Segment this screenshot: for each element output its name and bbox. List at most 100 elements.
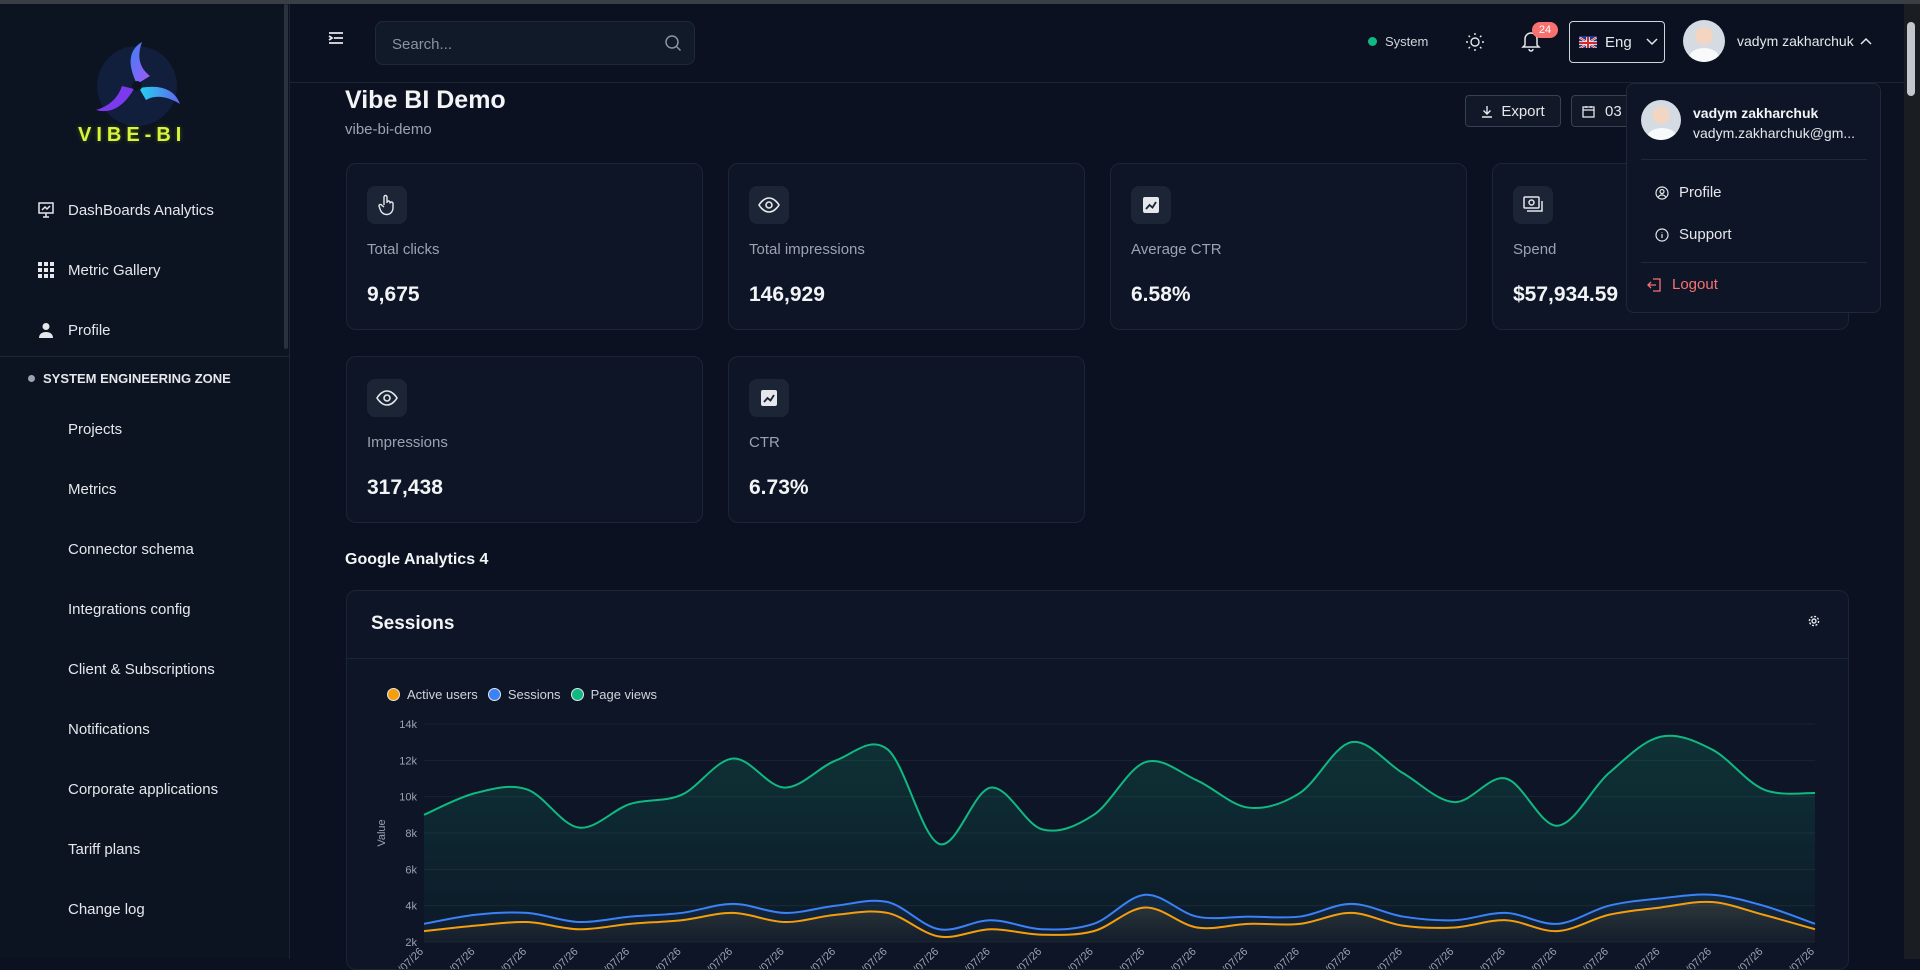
- eye-icon: [367, 379, 407, 417]
- x-tick-label: 04/07/26: [439, 946, 478, 970]
- x-tick-label: 16/07/26: [1057, 946, 1096, 970]
- dropdown-item-label: Profile: [1679, 184, 1722, 201]
- system-status: System: [1368, 34, 1428, 49]
- sidebar-item-label: Metric Gallery: [68, 261, 161, 279]
- x-tick-label: 25/07/26: [1521, 946, 1560, 970]
- notification-count-badge: 24: [1532, 22, 1558, 38]
- metric-card-total-impressions: Total impressions 146,929: [728, 163, 1085, 330]
- date-range-label: 03: [1605, 102, 1622, 120]
- page-scrollbar-thumb[interactable]: [1907, 22, 1915, 96]
- metric-card-total-clicks: Total clicks 9,675: [346, 163, 703, 330]
- x-tick-label: 29/07/26: [1727, 946, 1766, 970]
- sidebar-item-change-log[interactable]: Change log: [68, 901, 145, 918]
- page-scrollbar-track[interactable]: [1904, 4, 1920, 959]
- metric-card-ctr: CTR 6.73%: [728, 356, 1085, 523]
- area-fill-active-users: [424, 901, 1815, 942]
- logout-button[interactable]: Logout: [1647, 276, 1718, 293]
- legend-swatch: [487, 688, 501, 701]
- sidebar-item-corporate-applications[interactable]: Corporate applications: [68, 781, 219, 798]
- series-line-sessions: [423, 893, 1816, 931]
- menu-toggle-icon[interactable]: [328, 30, 344, 46]
- legend-item-page-views[interactable]: Page views: [570, 687, 658, 702]
- sidebar-item-metrics[interactable]: Metrics: [68, 481, 117, 498]
- chart-header-divider: [347, 658, 1848, 659]
- legend-item-sessions[interactable]: Sessions: [487, 687, 561, 702]
- legend-label: Page views: [590, 687, 658, 702]
- dropdown-item-support[interactable]: Support: [1655, 226, 1732, 243]
- sidebar-item-tariff-plans[interactable]: Tariff plans: [68, 841, 141, 858]
- sidebar-divider: [0, 356, 289, 357]
- x-tick-label: 27/07/26: [1624, 946, 1663, 970]
- y-tick-label: 6k: [405, 864, 417, 876]
- x-tick-label: 03/07/26: [387, 946, 426, 970]
- sidebar-item-profile[interactable]: Profile: [36, 310, 111, 350]
- dropdown-item-profile[interactable]: Profile: [1655, 184, 1722, 201]
- page-subtitle: vibe-bi-demo: [345, 121, 432, 138]
- y-tick-label: 2k: [405, 937, 417, 949]
- x-tick-label: 06/07/26: [542, 946, 581, 970]
- date-range-button[interactable]: 03: [1571, 95, 1631, 127]
- x-tick-label: 19/07/26: [1212, 946, 1251, 970]
- section-title: Google Analytics 4: [345, 551, 489, 568]
- zone-title: SYSTEM ENGINEERING ZONE: [43, 371, 231, 386]
- pointer-hand-icon: [367, 186, 407, 224]
- user-dropdown-menu: vadym zakharchuk vadym.zakharchuk@gm... …: [1626, 83, 1881, 313]
- x-tick-label: 24/07/26: [1469, 946, 1508, 970]
- chart-card-title: Sessions: [371, 613, 455, 634]
- x-tick-label: 28/07/26: [1675, 946, 1714, 970]
- sidebar-scrollbar[interactable]: [284, 4, 288, 349]
- metric-value: 6.73%: [749, 476, 809, 499]
- search-icon[interactable]: [664, 34, 682, 52]
- vibe-bi-logo: [96, 42, 180, 126]
- chevron-down-icon: [1646, 38, 1658, 46]
- chevron-up-icon: [1860, 37, 1872, 45]
- sidebar-item-notifications[interactable]: Notifications: [68, 721, 150, 738]
- sidebar-item-dashboards-analytics[interactable]: DashBoards Analytics: [36, 190, 214, 230]
- settings-gear-icon[interactable]: [1808, 615, 1820, 627]
- logo-text: VIBE-BI: [78, 124, 187, 146]
- eye-icon: [749, 186, 789, 224]
- money-icon: [1513, 186, 1553, 224]
- user-menu-button[interactable]: vadym zakharchuk: [1683, 20, 1872, 62]
- legend-swatch: [387, 688, 400, 701]
- sidebar-item-projects[interactable]: Projects: [68, 421, 123, 438]
- metric-label: Total clicks: [367, 241, 440, 258]
- x-tick-label: 18/07/26: [1160, 946, 1199, 970]
- x-tick-label: 22/07/26: [1366, 946, 1405, 970]
- user-circle-icon: [1655, 185, 1669, 200]
- legend-label: Active users: [407, 687, 478, 702]
- language-select[interactable]: Eng: [1569, 21, 1665, 63]
- x-tick-label: 05/07/26: [490, 946, 529, 970]
- sidebar-item-metric-gallery[interactable]: Metric Gallery: [36, 250, 161, 290]
- search-box[interactable]: [375, 21, 695, 65]
- theme-toggle-icon[interactable]: [1465, 32, 1485, 52]
- sidebar-item-integrations-config[interactable]: Integrations config: [68, 601, 191, 618]
- x-tick-label: 08/07/26: [645, 946, 684, 970]
- metric-label: Total impressions: [749, 241, 865, 258]
- x-tick-label: 11/07/26: [800, 946, 838, 970]
- grid-icon: [36, 260, 56, 280]
- x-tick-label: 10/07/26: [748, 946, 787, 970]
- metric-value: $57,934.59: [1513, 283, 1619, 306]
- search-input[interactable]: [390, 32, 654, 56]
- sidebar-item-client-subscriptions[interactable]: Client & Subscriptions: [68, 661, 215, 678]
- legend-item-active-users[interactable]: Active users: [387, 687, 478, 702]
- language-label: Eng: [1605, 33, 1632, 51]
- sidebar-item-connector-schema[interactable]: Connector schema: [68, 541, 194, 558]
- dropdown-user-email: vadym.zakharchuk@gm...: [1693, 125, 1856, 141]
- user-name: vadym zakharchuk: [1737, 33, 1854, 49]
- user-icon: [36, 320, 56, 340]
- presentation-chart-icon: [36, 200, 56, 220]
- x-tick-label: 09/07/26: [696, 946, 735, 970]
- logout-icon: [1647, 277, 1662, 292]
- sidebar: [0, 4, 290, 959]
- export-button[interactable]: Export: [1465, 95, 1561, 127]
- metric-value: 146,929: [749, 283, 825, 306]
- status-dot-icon: [1368, 37, 1377, 46]
- metric-label: Spend: [1513, 241, 1557, 258]
- y-tick-label: 12k: [399, 755, 417, 767]
- info-icon: [1655, 227, 1669, 242]
- dropdown-avatar: [1641, 100, 1681, 140]
- x-tick-label: 20/07/26: [1263, 946, 1302, 970]
- metric-card-average-ctr: Average CTR 6.58%: [1110, 163, 1467, 330]
